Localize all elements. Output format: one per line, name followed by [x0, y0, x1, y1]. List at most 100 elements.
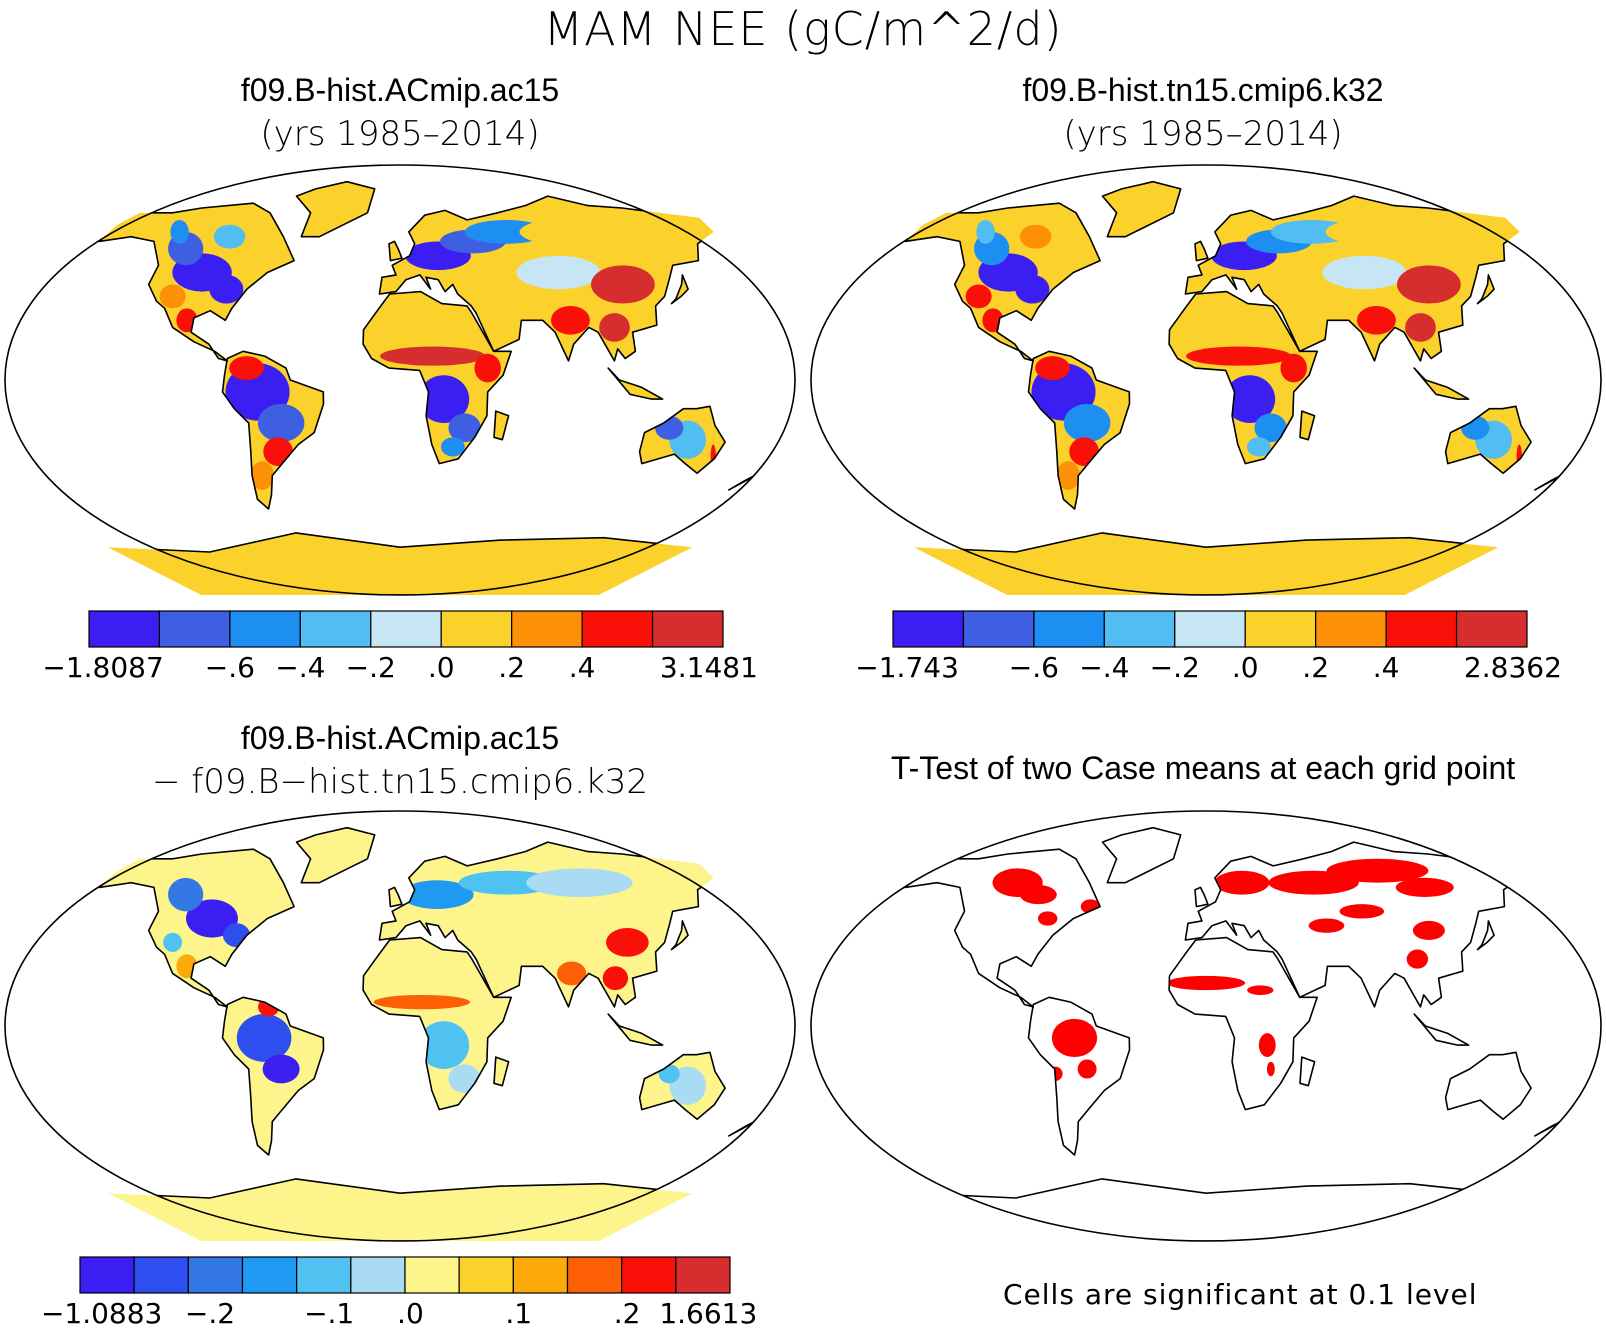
colorbar-panel1 — [88, 610, 724, 648]
coastline-indonesia — [607, 1013, 664, 1046]
field-region — [500, 284, 548, 309]
coastline-southAmerica — [221, 996, 325, 1156]
coastline-southAmerica — [1027, 350, 1131, 510]
colorbar-tick-label: −.6 — [204, 651, 255, 684]
coastline-antarctica — [106, 1178, 694, 1241]
colorbar-tick-label: .0 — [397, 1297, 424, 1330]
field-region — [1015, 274, 1050, 304]
coastline-africa — [1168, 290, 1318, 465]
field-region — [1325, 217, 1440, 247]
field-region — [252, 1095, 279, 1124]
field-region — [257, 403, 305, 443]
colorbar-swatch — [458, 1256, 514, 1294]
field-region — [250, 461, 274, 490]
colorbar-swatch — [1385, 610, 1458, 648]
land-base — [1195, 887, 1208, 907]
land-base — [1414, 1014, 1469, 1046]
coastline-greenland — [1101, 180, 1182, 238]
coastline-southAmerica — [221, 350, 325, 510]
colorbar-swatch — [350, 1256, 406, 1294]
colorbar-tick-label: .0 — [1231, 651, 1259, 684]
coastline-japan — [1476, 920, 1495, 951]
colorbar-swatch — [440, 610, 513, 648]
field-region — [1056, 461, 1080, 490]
field-region — [159, 284, 186, 309]
colorbar-tick-label: −1.743 — [855, 651, 959, 684]
field-region — [1306, 284, 1354, 309]
map-frame — [810, 164, 1602, 596]
field-region — [526, 868, 633, 897]
colorbar-swatch — [187, 1256, 244, 1294]
coastline-madagascar — [1299, 1056, 1316, 1087]
field-region — [1339, 904, 1385, 919]
field-region — [380, 346, 486, 366]
field-region — [373, 954, 470, 993]
land-field — [905, 181, 1570, 595]
field-region — [262, 1054, 300, 1084]
coastline-northAmerica — [98, 848, 295, 1008]
colorbar-swatch — [1103, 610, 1176, 648]
colorbar-swatch — [581, 610, 654, 648]
colorbar-swatch — [241, 1256, 298, 1294]
coastline-eurasia — [378, 195, 715, 362]
coastline-africa — [362, 290, 512, 465]
coastline-southAmerica — [1027, 996, 1131, 1156]
colorbar-tick-label: .2 — [498, 651, 526, 684]
field-region — [186, 899, 238, 938]
land-base — [1102, 827, 1181, 883]
colorbar-tick-label: −.6 — [1008, 651, 1059, 684]
land-base — [494, 411, 509, 440]
colorbar-panel2 — [892, 610, 1528, 648]
field-region — [516, 255, 601, 290]
field-region — [1246, 437, 1271, 457]
field-region — [213, 224, 246, 249]
coastline-northAmerica — [904, 848, 1101, 1008]
colorbar-swatch — [133, 1256, 189, 1294]
coastline-madagascar — [1299, 410, 1316, 441]
panel1-title: f09.B-hist.ACmip.ac15 — [240, 72, 560, 108]
field-region — [320, 193, 353, 223]
field-region — [606, 928, 649, 957]
coastline-australia — [1444, 1051, 1532, 1120]
colorbar-tick-label: .2 — [613, 1297, 641, 1330]
field-region — [1406, 949, 1429, 969]
field-region — [602, 966, 629, 991]
field-region — [599, 313, 630, 342]
coastline-uk — [388, 886, 403, 908]
field-region — [440, 437, 465, 457]
field-region — [170, 219, 189, 244]
colorbar-tick-label: 3.1481 — [659, 651, 758, 684]
panel3-subtitle: − f09.B−hist.tn15.cmip6.k32 — [151, 762, 649, 802]
colorbar-tick-label: .4 — [1372, 651, 1400, 684]
field-region — [1037, 911, 1058, 926]
colorbar-tick-label: −1.8087 — [42, 651, 164, 684]
colorbar-swatch — [296, 1256, 352, 1294]
panel2-title: f09.B-hist.tn15.cmip6.k32 — [1022, 72, 1384, 108]
field-region — [163, 932, 183, 952]
field-region — [1063, 403, 1111, 443]
field-region — [1266, 1061, 1275, 1077]
field-region — [320, 839, 353, 869]
field-region — [209, 274, 244, 304]
map-frame — [4, 810, 796, 1242]
field-region — [1356, 305, 1396, 335]
colorbar-tick-label: .2 — [1302, 651, 1330, 684]
field-region — [1322, 255, 1407, 290]
colorbar-tick-label: −.2 — [1149, 651, 1200, 684]
field-region — [373, 301, 470, 340]
land-base — [1445, 1052, 1532, 1120]
field-region — [1258, 1033, 1276, 1058]
field-region — [1405, 313, 1436, 342]
coastline-greenland — [1101, 826, 1182, 884]
colorbar-panel3 — [79, 1256, 731, 1294]
map-panel1 — [4, 164, 796, 596]
colorbar-tick-label: .4 — [568, 651, 596, 684]
field-region — [1412, 920, 1445, 940]
coastline-greenland — [295, 180, 376, 238]
field-region — [236, 1014, 292, 1062]
coastline-greenland — [295, 826, 376, 884]
land-base — [608, 368, 663, 400]
coastline-indonesia — [1413, 1013, 1470, 1046]
map-panel4 — [810, 810, 1602, 1242]
colorbar-swatch — [962, 610, 1035, 648]
